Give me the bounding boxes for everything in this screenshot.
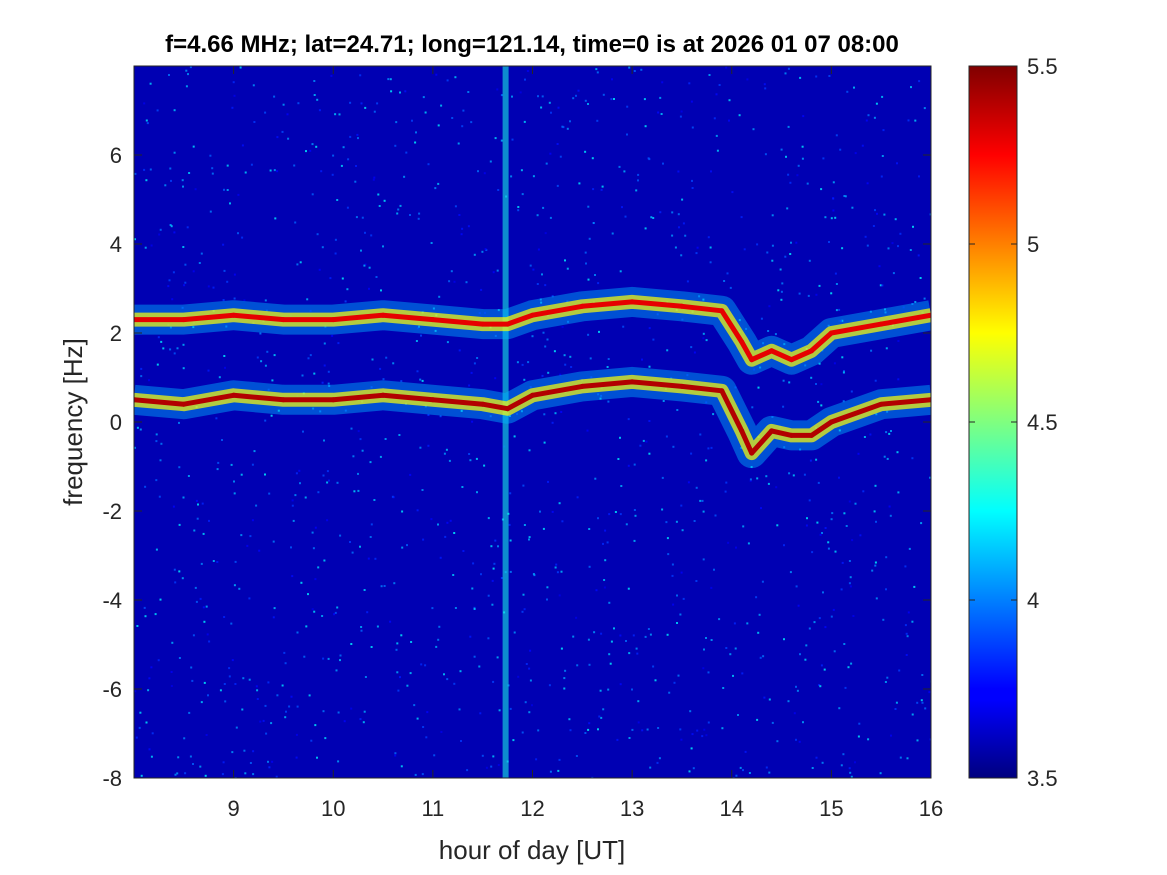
- trace-point: [330, 397, 336, 403]
- trace-point: [719, 308, 725, 314]
- trace-point: [878, 401, 884, 407]
- x-tick-label: 10: [321, 796, 345, 821]
- trace-line-1: [134, 379, 931, 456]
- colorbar: [968, 65, 1018, 779]
- stripe-mark: [502, 66, 509, 778]
- trace-point: [679, 303, 685, 309]
- x-tick-label: 13: [620, 796, 644, 821]
- trace-point: [231, 312, 237, 318]
- vertical-interference-stripe: [502, 66, 509, 778]
- trace-point: [749, 357, 755, 363]
- colorbar-tick-label: 5.5: [1027, 54, 1058, 79]
- trace-point: [928, 312, 931, 318]
- trace-point: [380, 392, 386, 398]
- y-tick-label: -2: [102, 499, 122, 524]
- trace-point: [181, 317, 187, 323]
- trace-point: [789, 432, 794, 438]
- trace-point: [789, 357, 794, 363]
- trace-point: [430, 317, 436, 323]
- colorbar-tick-label: 3.5: [1027, 766, 1058, 791]
- trace-point: [878, 321, 884, 327]
- echo-traces: [134, 286, 931, 469]
- x-tick-label: 16: [919, 796, 943, 821]
- trace-point: [828, 419, 834, 425]
- trace-point: [530, 392, 535, 398]
- colorbar-tick-label: 4.5: [1027, 410, 1058, 435]
- trace-point: [679, 383, 685, 389]
- trace-point: [629, 299, 635, 305]
- trace-point: [739, 339, 745, 345]
- trace-point: [928, 397, 931, 403]
- chart-title: f=4.66 MHz; lat=24.71; long=121.14, time…: [165, 31, 899, 58]
- trace-point: [380, 312, 386, 318]
- x-axis-label: hour of day [UT]: [439, 835, 625, 865]
- trace-point: [430, 397, 436, 403]
- y-tick-label: -6: [102, 677, 122, 702]
- x-tick-label: 14: [720, 796, 744, 821]
- trace-point: [579, 303, 585, 309]
- trace-point: [134, 397, 137, 403]
- trace-point: [739, 428, 745, 434]
- y-axis-ticks: -8 -6 -4 -2 0 2 4 6: [102, 143, 931, 791]
- plot-area: [134, 66, 931, 778]
- x-tick-label: 12: [520, 796, 544, 821]
- trace-point: [480, 321, 486, 327]
- y-tick-label: 6: [110, 143, 122, 168]
- trace-point: [629, 379, 635, 385]
- y-tick-label: 0: [110, 410, 122, 435]
- colorbar-tick-label: 5: [1027, 232, 1039, 257]
- y-tick-label: 2: [110, 321, 122, 346]
- x-tick-label: 15: [819, 796, 843, 821]
- trace-point: [480, 401, 486, 407]
- trace-point: [330, 317, 336, 323]
- y-axis-label: frequency [Hz]: [58, 338, 88, 506]
- trace-point: [769, 428, 775, 434]
- noise-speckle: [134, 66, 931, 778]
- trace-point: [719, 388, 725, 394]
- trace-point: [828, 330, 834, 336]
- x-axis-ticks: 9 10 11 12 13 14 15 16: [228, 66, 943, 821]
- trace-point: [530, 312, 535, 318]
- x-tick-label: 11: [421, 796, 444, 821]
- trace-point: [749, 450, 755, 456]
- trace-point: [231, 392, 237, 398]
- trace-point: [579, 383, 585, 389]
- trace-point: [280, 317, 286, 323]
- x-tick-label: 9: [228, 796, 240, 821]
- y-tick-label: 4: [110, 232, 122, 257]
- trace-point: [181, 401, 187, 407]
- y-tick-label: -4: [102, 588, 122, 613]
- trace-line-0: [134, 299, 931, 363]
- trace-point: [505, 406, 511, 412]
- trace-point: [280, 397, 286, 403]
- colorbar-tick-label: 4: [1027, 588, 1039, 613]
- plot-background: [134, 66, 931, 778]
- trace-point: [134, 317, 137, 323]
- colorbar-ticks: 3.5 4 4.5 5 5.5: [969, 54, 1058, 791]
- y-tick-label: -8: [102, 766, 122, 791]
- trace-point: [769, 348, 775, 354]
- trace-point: [809, 348, 814, 354]
- trace-point: [809, 432, 814, 438]
- trace-point: [505, 321, 511, 327]
